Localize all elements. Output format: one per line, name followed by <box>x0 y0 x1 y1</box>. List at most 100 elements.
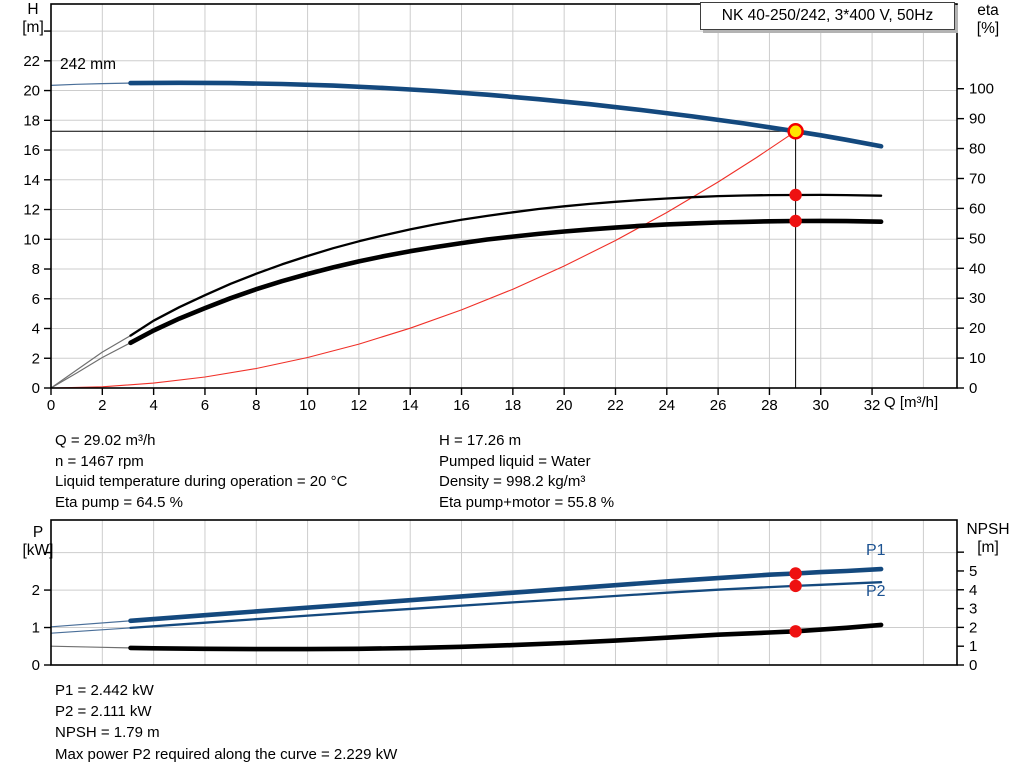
tick-label: 0 <box>32 380 40 397</box>
operating-point-dot <box>789 188 802 202</box>
tick-label: 10 <box>299 397 316 414</box>
tick-label: 8 <box>252 397 260 414</box>
tick-label: 8 <box>32 261 40 278</box>
info-line-density: Density = 998.2 kg/m³ <box>439 473 586 490</box>
h-axis-unit: [m] <box>22 19 44 36</box>
tick-label: 28 <box>761 397 778 414</box>
p-axis-quantity: P <box>32 524 44 541</box>
curve-eta-pump <box>129 193 883 337</box>
eta-axis-unit: [%] <box>976 20 1000 37</box>
info-line-p1: P1 = 2.442 kW <box>55 682 154 699</box>
tick-label: 18 <box>505 397 522 414</box>
curve-h-curve <box>128 80 884 149</box>
curve-lead-eta-pump-motor <box>50 342 132 389</box>
duty-info-left-column: Q = 29.02 m³/h n = 1467 rpm Liquid tempe… <box>55 431 347 513</box>
tick-label: 0 <box>47 397 55 414</box>
npsh-axis-quantity: NPSH <box>966 521 1010 538</box>
tick-label: 20 <box>969 320 986 337</box>
tick-label: 14 <box>402 397 419 414</box>
info-line-speed: n = 1467 rpm <box>55 452 144 470</box>
p1-curve-label: P1 <box>866 542 886 559</box>
tick-label: 20 <box>23 83 40 100</box>
duty-point-marker <box>787 123 804 140</box>
curve-npsh-curve <box>128 622 884 652</box>
curve-lead-h-curve <box>50 82 132 87</box>
p-axis-unit: [kW] <box>22 542 54 559</box>
info-line-npsh: NPSH = 1.79 m <box>55 724 160 742</box>
info-line-flow: Q = 29.02 m³/h <box>55 432 156 449</box>
tick-label: 12 <box>23 202 40 219</box>
tick-label: 22 <box>607 397 624 414</box>
curve-p2-curve <box>129 581 883 630</box>
tick-label: 24 <box>658 397 675 414</box>
pump-title-box: NK 40-250/242, 3*400 V, 50Hz <box>700 2 955 30</box>
npsh-axis-label: NPSH [m] <box>962 521 1014 557</box>
tick-label: 2 <box>969 619 977 636</box>
curve-lead-npsh-curve <box>50 645 132 649</box>
tick-label: 80 <box>969 141 986 158</box>
info-line-eta-pump-motor: Eta pump+motor = 55.8 % <box>439 493 615 511</box>
tick-label: 2 <box>32 350 40 367</box>
tick-label: 30 <box>812 397 829 414</box>
impeller-diameter-label: 242 mm <box>60 56 116 73</box>
tick-label: 3 <box>969 601 977 618</box>
tick-label: 4 <box>149 397 157 414</box>
tick-label: 12 <box>351 397 368 414</box>
p2-curve-label: P2 <box>866 583 886 600</box>
tick-label: 5 <box>969 563 977 580</box>
tick-label: 40 <box>969 260 986 277</box>
tick-label: 10 <box>23 231 40 248</box>
h-axis-label: H [m] <box>16 1 50 37</box>
tick-label: 26 <box>710 397 727 414</box>
tick-label: 90 <box>969 111 986 128</box>
h-q-eta-chart: 0 2 4 6 8 10 12 14 16 18 20 22 24 26 28 30 3202468101214… <box>23 3 994 414</box>
tick-label: 0 <box>969 380 977 397</box>
tick-label: 10 <box>969 350 986 367</box>
curve-lead-eta-pump <box>50 335 132 389</box>
p-axis-label: P [kW] <box>20 524 56 560</box>
operating-point-dot <box>789 214 802 228</box>
tick-label: 2 <box>98 397 106 414</box>
curve-p1-curve <box>128 566 884 624</box>
info-line-pumped-liquid: Pumped liquid = Water <box>439 452 591 470</box>
info-line-p2: P2 = 2.111 kW <box>55 703 152 721</box>
curve-eta-pump-motor <box>128 218 884 346</box>
info-line-eta-pump: Eta pump = 64.5 % <box>55 493 183 511</box>
duty-info-right-column: H = 17.26 m Pumped liquid = Water Densit… <box>439 431 614 513</box>
tick-label: 22 <box>23 53 40 70</box>
tick-label: 14 <box>23 172 40 189</box>
operating-point-dot <box>789 567 802 580</box>
tick-label: 60 <box>969 200 986 217</box>
npsh-axis-unit: [m] <box>977 539 999 556</box>
tick-label: 4 <box>969 582 977 599</box>
tick-label: 18 <box>23 112 40 129</box>
tick-label: 20 <box>556 397 573 414</box>
operating-point-dot <box>789 579 802 593</box>
curve-affinity-parabola <box>50 130 797 389</box>
tick-label: 1 <box>969 638 977 655</box>
tick-label: 50 <box>969 230 986 247</box>
q-axis-label: Q [m³/h] <box>884 394 939 411</box>
eta-axis-label: eta [%] <box>964 2 1012 38</box>
tick-label: 100 <box>969 81 994 98</box>
eta-axis-quantity: eta <box>977 2 999 19</box>
h-axis-quantity: H <box>27 1 39 18</box>
info-line-liquid-temperature: Liquid temperature during operation = 20… <box>55 473 348 490</box>
power-npsh-info-block: P1 = 2.442 kW P2 = 2.111 kW NPSH = 1.79 … <box>55 680 397 765</box>
plot-border <box>50 3 958 389</box>
tick-label: 30 <box>969 290 986 307</box>
plot-border <box>50 519 958 666</box>
tick-label: 70 <box>969 170 986 187</box>
tick-label: 32 <box>864 397 881 414</box>
tick-label: 1 <box>32 620 40 637</box>
tick-label: 6 <box>32 291 40 308</box>
tick-label: 6 <box>201 397 209 414</box>
curve-lead-p2-curve <box>50 627 132 634</box>
tick-label: 0 <box>32 657 40 674</box>
operating-point-dot <box>789 625 802 638</box>
tick-label: 4 <box>32 321 40 338</box>
tick-label: 16 <box>23 142 40 159</box>
